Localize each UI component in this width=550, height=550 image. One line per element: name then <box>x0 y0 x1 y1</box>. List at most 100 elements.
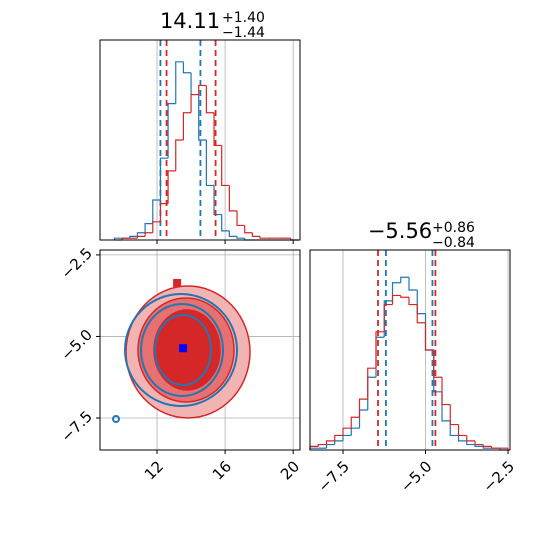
hist-step <box>152 221 161 233</box>
hist-step <box>391 294 401 305</box>
hist-step <box>416 304 426 324</box>
panel-title: −5.56 <box>368 219 432 243</box>
hist-step <box>198 84 207 95</box>
hist-step <box>167 170 176 204</box>
hist-step <box>334 440 344 445</box>
hist-step <box>350 416 360 429</box>
hist-step <box>367 376 377 410</box>
hist-step <box>334 434 344 441</box>
hist-step <box>182 61 192 74</box>
hist-step <box>152 199 161 224</box>
hist-step <box>317 443 327 447</box>
hist-step <box>474 440 484 446</box>
hist-step <box>466 440 476 446</box>
hist-step <box>457 424 467 437</box>
contour <box>112 415 120 423</box>
hist-step <box>325 443 335 449</box>
hist-step <box>129 235 138 239</box>
hist-step <box>259 236 268 239</box>
hist-step <box>383 303 393 332</box>
hist-step <box>342 427 352 436</box>
marker <box>190 348 199 357</box>
hist-step <box>228 230 238 237</box>
x-tick-label: 20 <box>277 457 303 483</box>
hist-step <box>144 232 153 237</box>
title-lower: −0.84 <box>432 235 475 251</box>
title-lower: −1.44 <box>222 25 265 41</box>
hist-step <box>391 282 401 301</box>
hist-step <box>113 237 123 240</box>
hist-step <box>213 112 222 147</box>
hist-step <box>228 185 238 212</box>
hist-step <box>236 210 245 227</box>
panel-frame <box>99 39 301 241</box>
title-upper: +1.40 <box>222 10 265 26</box>
hist-step <box>221 214 230 232</box>
y-tick-label: −7.5 <box>58 407 96 445</box>
contour <box>154 314 212 386</box>
panel: −7.5 −5.0 −2.5 <box>315 250 518 496</box>
hist-step <box>441 377 451 406</box>
panel <box>156 40 294 244</box>
hist-step <box>325 440 335 445</box>
x-tick-label: 16 <box>209 457 235 483</box>
hist-step <box>236 236 245 239</box>
title-upper: +0.86 <box>432 220 475 236</box>
hist-step <box>213 185 222 216</box>
hist-step <box>367 367 377 400</box>
hist-step <box>205 85 215 114</box>
hist-step <box>457 435 467 442</box>
contour <box>124 293 238 407</box>
hist-step <box>400 295 410 298</box>
x-tick-label: −7.5 <box>315 457 353 495</box>
x-tick-label: 12 <box>141 457 167 483</box>
panel-title: 14.11 <box>160 9 220 33</box>
hist-step <box>144 223 153 233</box>
hist-step <box>408 277 418 291</box>
hist-step <box>136 232 146 237</box>
hist-step <box>449 420 459 437</box>
hist-step <box>482 444 492 447</box>
contour-layer <box>112 285 251 423</box>
hist-step <box>205 140 215 187</box>
hist-step <box>159 157 169 200</box>
hist-step <box>466 435 476 442</box>
hist-step <box>159 203 169 222</box>
hist-step <box>175 61 184 104</box>
hist-step <box>358 398 368 418</box>
hist-step <box>441 391 451 422</box>
hist-step <box>342 434 352 441</box>
hist-step <box>474 444 484 447</box>
y-tick-label: −5.0 <box>58 326 96 364</box>
hist-step <box>251 232 260 237</box>
y-tick-label: −2.5 <box>58 244 96 282</box>
hist-step <box>121 237 130 240</box>
hist-step <box>190 93 199 113</box>
hist-step <box>350 427 360 436</box>
hist-step <box>424 322 434 351</box>
marker <box>173 278 182 287</box>
hist-step <box>244 225 253 234</box>
hist-step <box>449 404 459 426</box>
hist-step <box>198 94 207 141</box>
x-tick-label: −2.5 <box>480 457 518 495</box>
hist-step <box>400 276 410 283</box>
panel-frame <box>99 249 301 451</box>
panel-frame <box>309 249 511 451</box>
hist-step <box>408 297 418 306</box>
marker <box>179 344 188 353</box>
hist-step <box>490 446 500 449</box>
hist-step <box>182 112 192 140</box>
hist-step <box>482 446 492 449</box>
hist-step <box>136 235 146 239</box>
x-tick-label: −5.0 <box>397 457 435 495</box>
hist-step <box>433 350 443 378</box>
contour <box>140 303 224 397</box>
hist-step <box>167 103 176 159</box>
hist-step <box>221 145 230 187</box>
hist-step <box>175 139 184 171</box>
hist-step <box>190 72 199 96</box>
hist-step <box>416 290 426 315</box>
hist-step <box>358 409 368 429</box>
